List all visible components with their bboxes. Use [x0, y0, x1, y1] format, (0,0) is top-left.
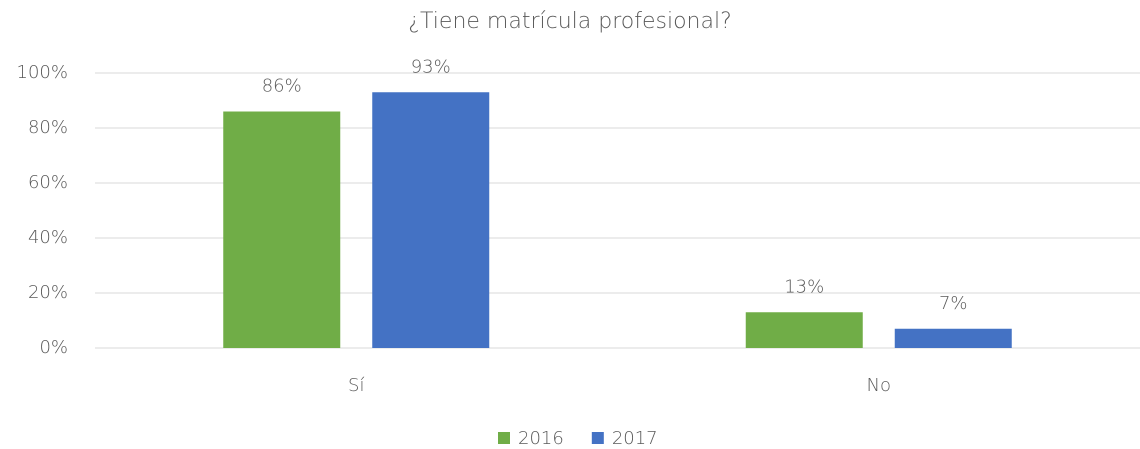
legend-label: 2016 — [518, 428, 564, 449]
bar — [745, 312, 863, 348]
y-tick-label: 60% — [28, 172, 68, 193]
bar — [372, 92, 490, 348]
y-tick-label: 20% — [28, 282, 68, 303]
bar — [894, 328, 1012, 348]
y-tick-label: 40% — [28, 227, 68, 248]
y-tick-label: 80% — [28, 117, 68, 138]
x-tick-label: Sí — [348, 375, 364, 396]
data-label: 93% — [411, 56, 451, 77]
x-tick-label: No — [867, 375, 891, 396]
chart-title: ¿Tiene matrícula profesional? — [408, 9, 732, 34]
y-tick-label: 100% — [17, 62, 68, 83]
legend-swatch — [498, 432, 510, 444]
bar — [223, 111, 341, 348]
data-label: 13% — [784, 276, 824, 297]
y-tick-label: 0% — [39, 337, 68, 358]
data-label: 7% — [939, 293, 968, 314]
legend-swatch — [591, 432, 604, 444]
data-label: 86% — [262, 76, 302, 97]
legend-label: 2017 — [612, 428, 658, 449]
